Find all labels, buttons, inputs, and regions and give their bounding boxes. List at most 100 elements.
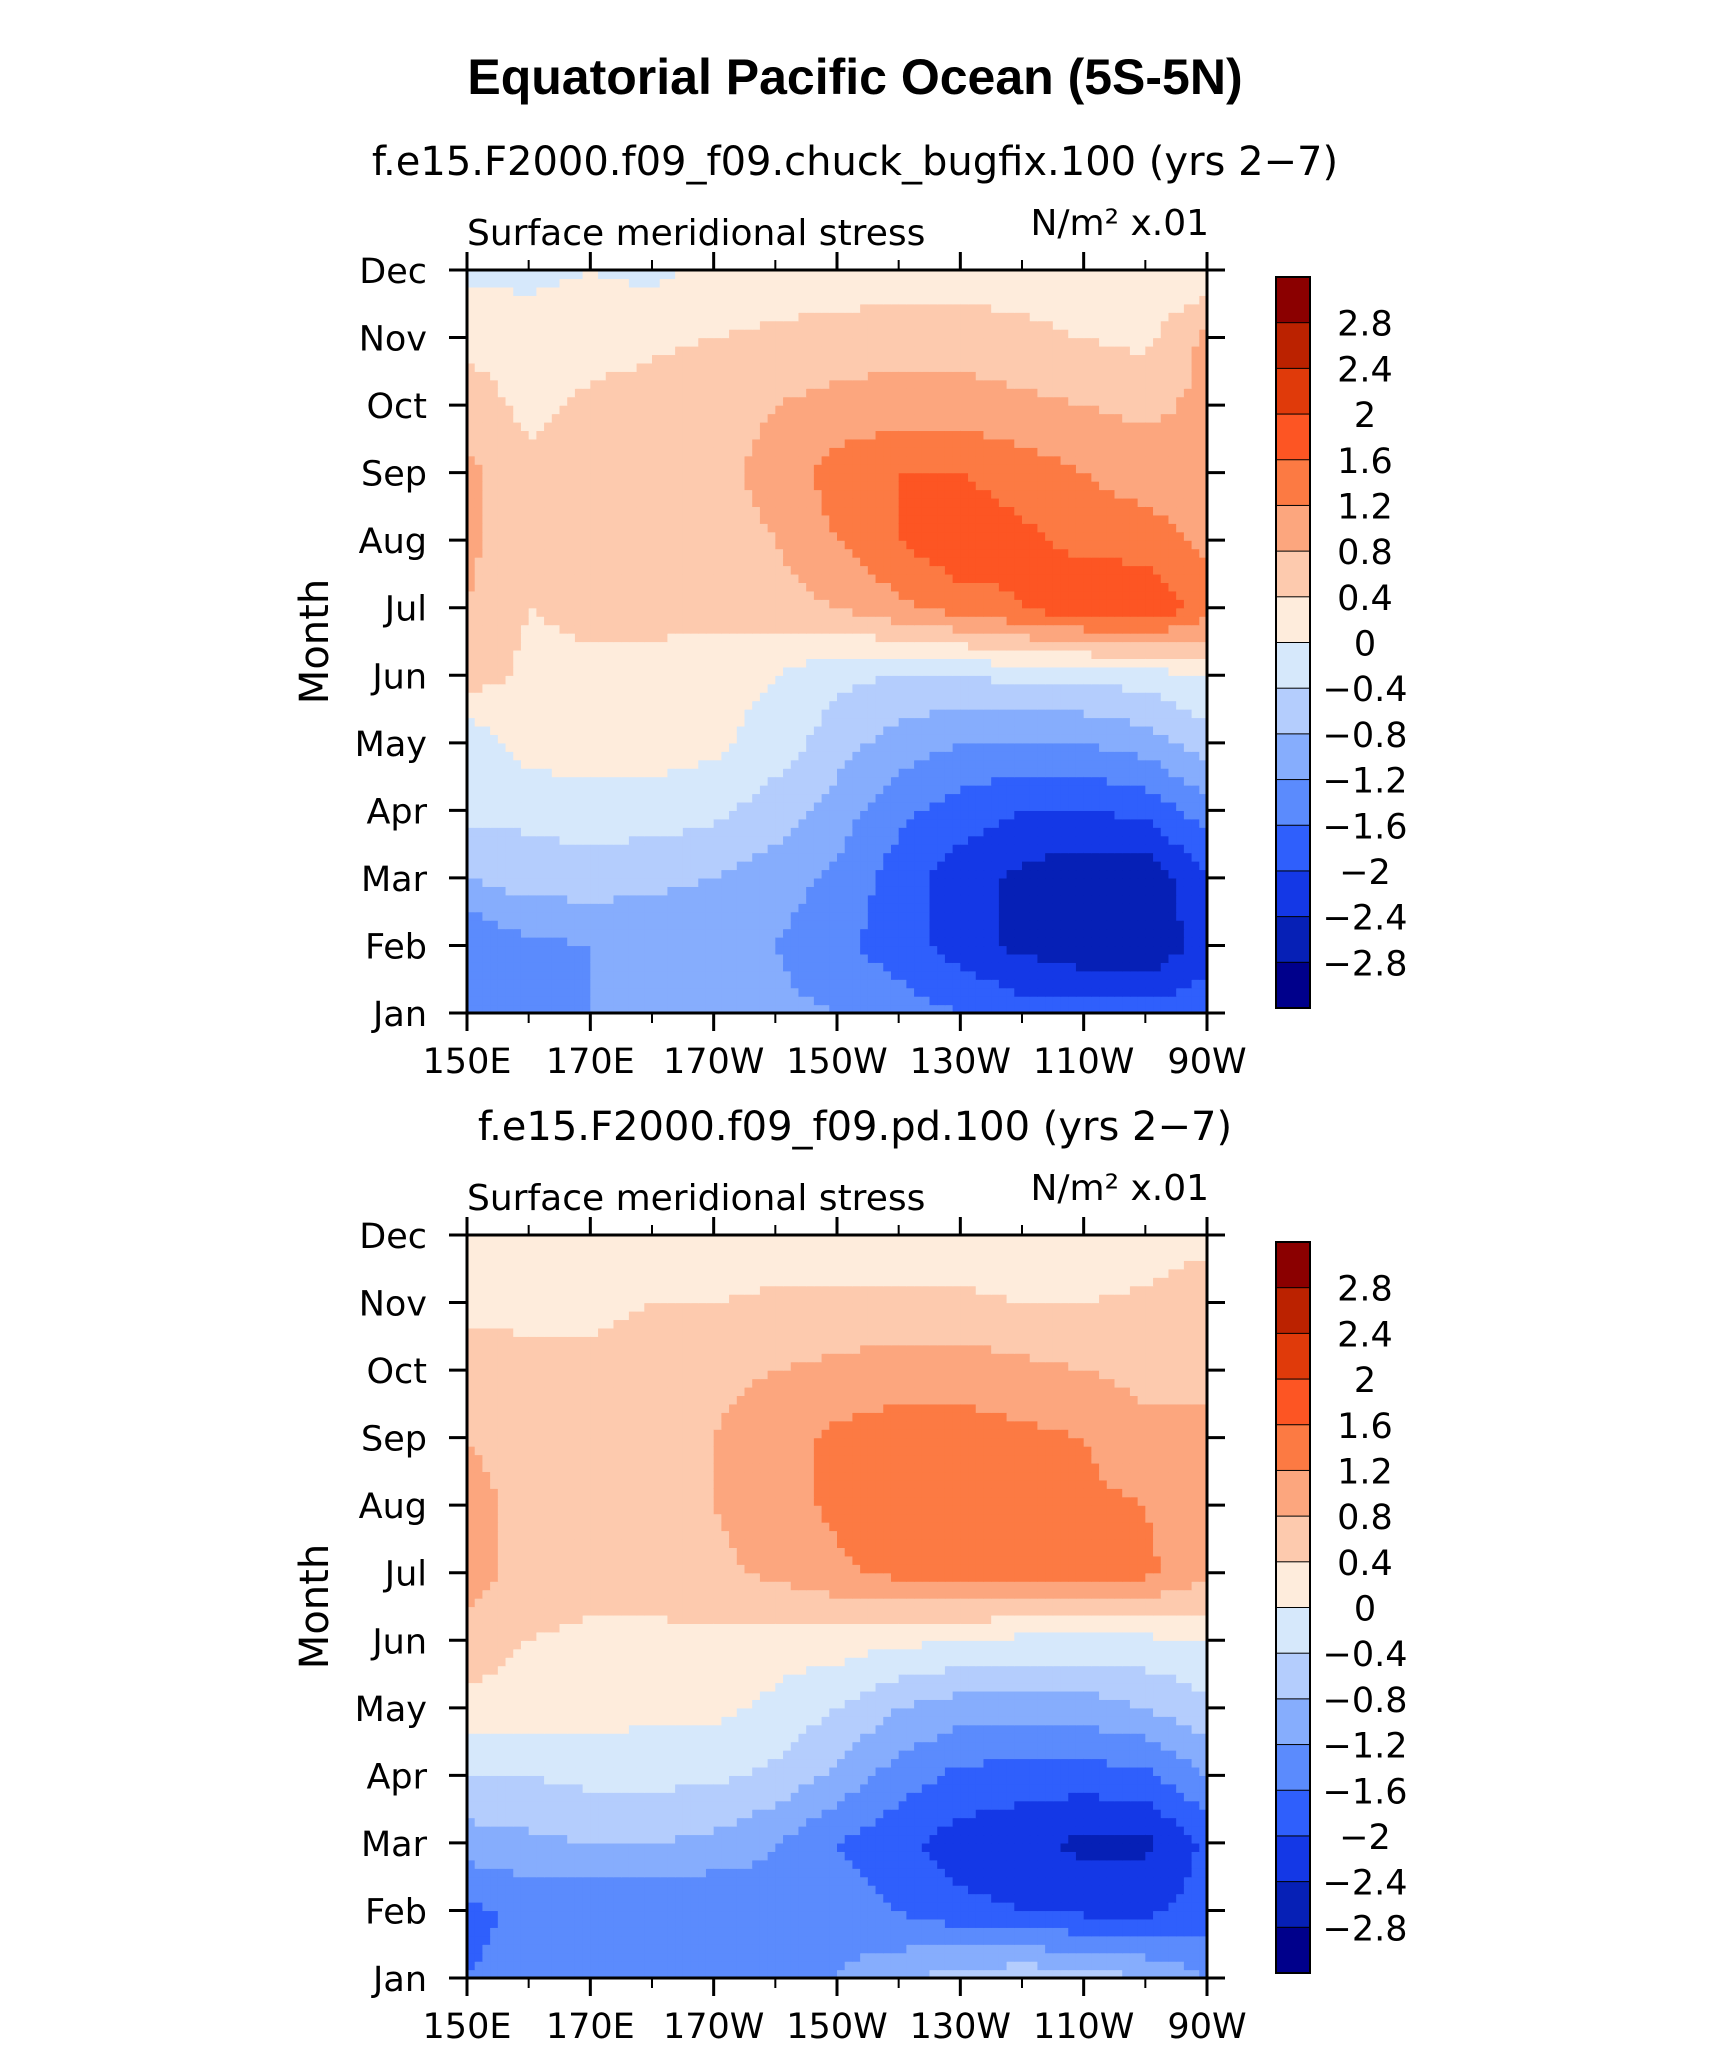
heatmap-cell bbox=[513, 641, 522, 651]
heatmap-cell bbox=[1052, 793, 1062, 803]
heatmap-cell bbox=[497, 877, 507, 887]
heatmap-cell bbox=[1075, 717, 1085, 727]
heatmap-cell bbox=[474, 852, 484, 862]
heatmap-cell bbox=[559, 641, 568, 651]
heatmap-cell bbox=[1037, 793, 1046, 803]
heatmap-cell bbox=[636, 616, 645, 626]
heatmap-cell bbox=[598, 987, 607, 997]
heatmap-cell bbox=[890, 717, 900, 727]
heatmap-cell bbox=[705, 861, 715, 871]
heatmap-cell bbox=[883, 624, 892, 634]
heatmap-cell bbox=[821, 759, 830, 769]
heatmap-cell bbox=[544, 624, 553, 634]
heatmap-cell bbox=[490, 666, 499, 676]
heatmap-cell bbox=[991, 793, 1000, 803]
heatmap-cell bbox=[567, 683, 576, 693]
heatmap-cell bbox=[952, 818, 961, 828]
heatmap-cell bbox=[921, 903, 931, 913]
heatmap-cell bbox=[937, 759, 946, 769]
heatmap-cell bbox=[659, 861, 669, 871]
heatmap-cell bbox=[467, 725, 476, 735]
heatmap-cell bbox=[798, 970, 807, 980]
heatmap-cell bbox=[798, 666, 807, 676]
heatmap-cell bbox=[890, 734, 900, 744]
heatmap-cell bbox=[644, 683, 653, 693]
heatmap-cell bbox=[983, 801, 992, 811]
heatmap-cell bbox=[1106, 818, 1116, 828]
heatmap-cell bbox=[875, 717, 884, 727]
heatmap-cell bbox=[536, 827, 545, 837]
heatmap-cell bbox=[729, 970, 738, 980]
heatmap-cell bbox=[705, 962, 715, 972]
heatmap-cell bbox=[628, 945, 638, 955]
heatmap-cell bbox=[975, 675, 985, 685]
heatmap-cell bbox=[944, 920, 954, 930]
heatmap-cell bbox=[968, 970, 977, 980]
heatmap-cell bbox=[1037, 970, 1046, 980]
heatmap-cell bbox=[652, 937, 661, 947]
heatmap-cell bbox=[536, 987, 545, 997]
heatmap-cell bbox=[1114, 852, 1123, 862]
heatmap-cell bbox=[559, 776, 568, 786]
heatmap-cell bbox=[1052, 717, 1062, 727]
heatmap-cell bbox=[736, 785, 746, 795]
heatmap-cell bbox=[497, 751, 507, 761]
heatmap-cell bbox=[474, 599, 484, 609]
heatmap-cell bbox=[528, 827, 537, 837]
heatmap-cell bbox=[675, 979, 684, 989]
heatmap-cell bbox=[944, 827, 954, 837]
heatmap-cell bbox=[582, 759, 591, 769]
heatmap-cell bbox=[1168, 953, 1177, 963]
heatmap-cell bbox=[1153, 835, 1162, 845]
heatmap-cell bbox=[775, 649, 784, 659]
heatmap-cell bbox=[1137, 658, 1146, 668]
heatmap-cell bbox=[821, 835, 830, 845]
heatmap-cell bbox=[767, 801, 776, 811]
heatmap-cell bbox=[544, 633, 553, 643]
heatmap-cell bbox=[1137, 633, 1146, 643]
heatmap-cell bbox=[944, 709, 954, 719]
heatmap-cell bbox=[1160, 675, 1170, 685]
heatmap-cell bbox=[860, 835, 869, 845]
heatmap-cell bbox=[682, 970, 692, 980]
heatmap-cell bbox=[829, 852, 838, 862]
heatmap-cell bbox=[1099, 675, 1108, 685]
heatmap-cell bbox=[806, 945, 815, 955]
heatmap-cell bbox=[736, 641, 746, 651]
heatmap-cell bbox=[574, 599, 584, 609]
heatmap-cell bbox=[1153, 945, 1162, 955]
heatmap-cell bbox=[520, 894, 530, 904]
heatmap-cell bbox=[482, 844, 491, 854]
heatmap-cell bbox=[1022, 962, 1031, 972]
heatmap-cell bbox=[1091, 869, 1100, 879]
heatmap-cell bbox=[960, 624, 969, 634]
heatmap-cell bbox=[536, 725, 545, 735]
heatmap-cell bbox=[675, 557, 684, 567]
heatmap-cell bbox=[1091, 996, 1100, 1006]
heatmap-cell bbox=[783, 692, 792, 702]
heatmap-cell bbox=[652, 1004, 661, 1014]
heatmap-cell bbox=[875, 970, 884, 980]
heatmap-cell bbox=[821, 641, 830, 651]
heatmap-cell bbox=[505, 590, 514, 600]
heatmap-cell bbox=[1160, 742, 1170, 752]
heatmap-cell bbox=[968, 751, 977, 761]
heatmap-cell bbox=[513, 649, 522, 659]
heatmap-cell bbox=[975, 734, 985, 744]
heatmap-cell bbox=[883, 869, 892, 879]
heatmap-cell bbox=[1106, 1004, 1116, 1014]
heatmap-cell bbox=[860, 953, 869, 963]
heatmap-cell bbox=[582, 987, 591, 997]
heatmap-cell bbox=[844, 996, 854, 1006]
heatmap-cell bbox=[520, 996, 530, 1006]
heatmap-cell bbox=[752, 734, 761, 744]
heatmap-cell bbox=[736, 709, 746, 719]
heatmap-cell bbox=[613, 861, 622, 871]
heatmap-cell bbox=[721, 624, 730, 634]
heatmap-cell bbox=[829, 751, 838, 761]
heatmap-cell bbox=[744, 633, 753, 643]
heatmap-cell bbox=[1106, 962, 1116, 972]
heatmap-cell bbox=[590, 852, 599, 862]
heatmap-cell bbox=[1183, 852, 1193, 862]
heatmap-cell bbox=[1153, 734, 1162, 744]
